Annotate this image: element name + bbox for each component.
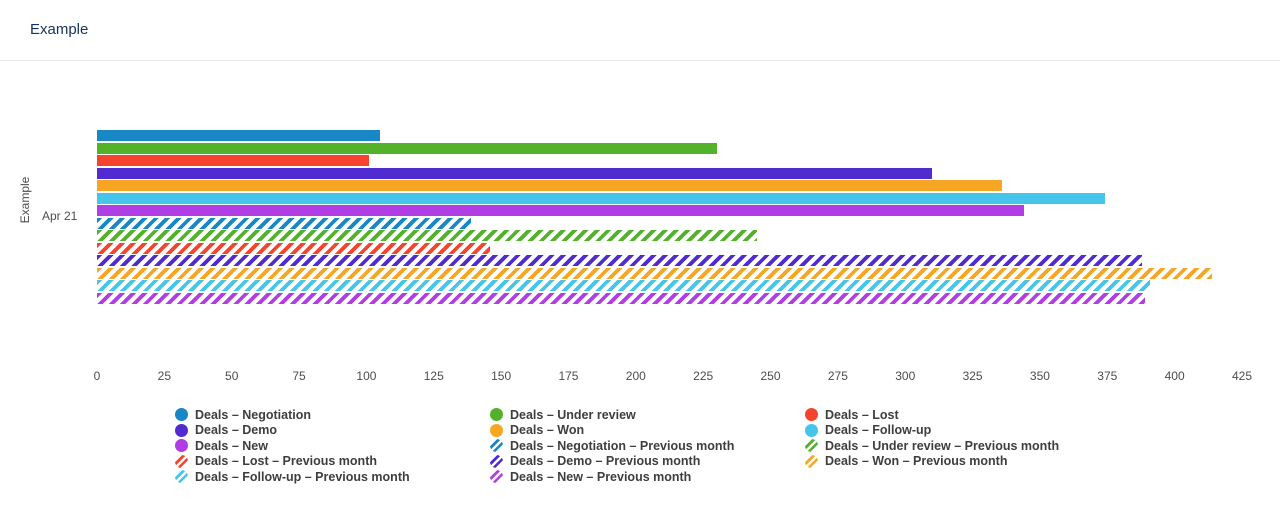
legend-item-deals-negotiation[interactable]: Deals – Negotiation	[175, 407, 490, 423]
hatched-circle-icon	[490, 470, 503, 484]
hatched-circle-icon	[490, 439, 503, 453]
x-tick-275: 275	[827, 369, 848, 383]
legend-item-deals-new-previous-month[interactable]: Deals – New – Previous month	[490, 469, 805, 485]
legend-label: Deals – Lost – Previous month	[195, 454, 377, 469]
legend-item-deals-follow-up[interactable]: Deals – Follow-up	[805, 423, 1120, 439]
x-tick-325: 325	[962, 369, 983, 383]
bar-chart: Example Apr 21 0 25 50 75 100 125 150 175 200 225…	[0, 61, 1280, 511]
circle-icon	[805, 423, 818, 437]
bar-deals-demo-previous-month[interactable]	[97, 255, 1143, 266]
circle-icon	[805, 408, 818, 422]
legend-label: Deals – New – Previous month	[510, 469, 692, 484]
x-tick-225: 225	[693, 369, 714, 383]
legend-label: Deals – Demo	[195, 423, 277, 438]
x-tick-400: 400	[1164, 369, 1185, 383]
x-tick-75: 75	[292, 369, 306, 383]
hatched-circle-icon	[805, 454, 818, 468]
x-tick-375: 375	[1097, 369, 1118, 383]
bar-deals-lost[interactable]	[97, 155, 370, 166]
legend-label: Deals – Demo – Previous month	[510, 454, 701, 469]
legend-label: Deals – Negotiation	[195, 407, 311, 422]
hatched-circle-icon	[175, 470, 188, 484]
legend-item-deals-new[interactable]: Deals – New	[175, 438, 490, 454]
legend-label: Deals – Under review – Previous month	[825, 438, 1060, 453]
circle-icon	[490, 423, 503, 437]
x-tick-25: 25	[157, 369, 172, 383]
x-tick-350: 350	[1029, 369, 1050, 383]
legend-item-deals-under-review-previous-month[interactable]: Deals – Under review – Previous month	[805, 438, 1120, 454]
bar-deals-under-review[interactable]	[97, 142, 717, 154]
legend-label: Deals – Lost	[825, 407, 899, 422]
bar-deals-negotiation-previous-month[interactable]	[97, 217, 472, 229]
circle-icon	[175, 408, 188, 422]
bar-deals-won-previous-month[interactable]	[97, 267, 1213, 279]
legend-item-deals-demo-previous-month[interactable]: Deals – Demo – Previous month	[490, 454, 805, 470]
legend-label: Deals – Follow-up	[825, 423, 932, 438]
bar-deals-lost-previous-month[interactable]	[97, 242, 491, 254]
legend-label: Deals – Won – Previous month	[825, 454, 1008, 469]
y-axis-title: Example	[18, 176, 32, 224]
bar-deals-follow-up[interactable]	[97, 192, 1105, 204]
x-tick-175: 175	[558, 369, 579, 383]
legend-item-deals-follow-up-previous-month[interactable]: Deals – Follow-up – Previous month	[175, 469, 490, 485]
bar-deals-follow-up-previous-month[interactable]	[97, 280, 1151, 291]
legend-item-deals-won-previous-month[interactable]: Deals – Won – Previous month	[805, 454, 1120, 470]
legend-item-deals-negotiation-previous-month[interactable]: Deals – Negotiation – Previous month	[490, 438, 805, 454]
x-tick-250: 250	[760, 369, 781, 383]
x-tick-125: 125	[423, 369, 444, 383]
legend-item-deals-lost-previous-month[interactable]: Deals – Lost – Previous month	[175, 454, 490, 470]
x-tick-50: 50	[225, 369, 239, 383]
bar-deals-under-review-previous-month[interactable]	[97, 230, 758, 241]
x-tick-150: 150	[491, 369, 512, 383]
legend-label: Deals – Under review	[510, 407, 636, 422]
legend: Deals – Negotiation Deals – Under review D…	[175, 407, 1120, 485]
legend-label: Deals – Follow-up – Previous month	[195, 469, 410, 484]
bar-deals-demo[interactable]	[97, 167, 933, 179]
x-tick-300: 300	[895, 369, 916, 383]
bar-deals-won[interactable]	[97, 180, 1003, 191]
card-header: Example	[0, 0, 1280, 61]
x-tick-425: 425	[1231, 369, 1253, 383]
plot-area	[97, 130, 1242, 306]
circle-icon	[490, 408, 503, 422]
legend-item-deals-demo[interactable]: Deals – Demo	[175, 423, 490, 439]
legend-item-deals-lost[interactable]: Deals – Lost	[805, 407, 1120, 423]
circle-icon	[175, 423, 188, 437]
bar-deals-new-previous-month[interactable]	[97, 292, 1145, 304]
x-tick-0: 0	[93, 369, 101, 383]
hatched-circle-icon	[490, 454, 503, 468]
circle-icon	[175, 439, 188, 453]
x-tick-100: 100	[356, 369, 377, 383]
legend-label: Deals – Won	[510, 423, 585, 438]
legend-item-deals-won[interactable]: Deals – Won	[490, 423, 805, 439]
category-label: Apr 21	[42, 209, 78, 223]
legend-label: Deals – Negotiation – Previous month	[510, 438, 735, 453]
hatched-circle-icon	[805, 439, 818, 453]
bar-deals-negotiation[interactable]	[97, 130, 380, 141]
bar-deals-new[interactable]	[97, 205, 1024, 216]
legend-label: Deals – New	[195, 438, 268, 453]
page-title: Example	[30, 21, 89, 38]
x-axis: 0 25 50 75 100 125 150 175 200 225 250 275 300 325 350…	[0, 369, 1280, 385]
legend-item-deals-under-review[interactable]: Deals – Under review	[490, 407, 805, 423]
x-tick-200: 200	[625, 369, 646, 383]
hatched-circle-icon	[175, 454, 188, 468]
